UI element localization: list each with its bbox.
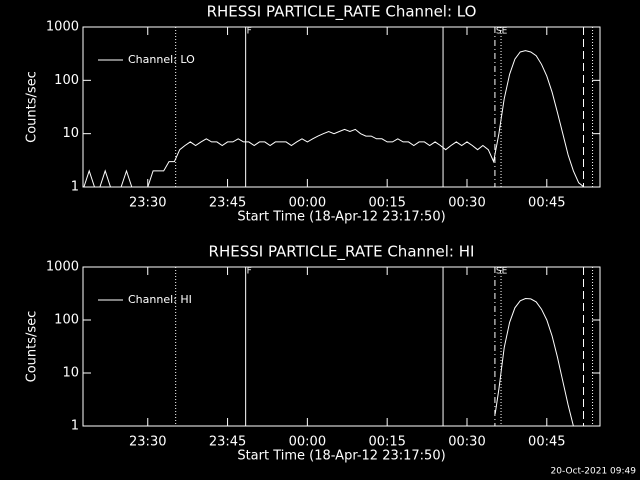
y-tick-label: 10 — [62, 366, 79, 381]
legend-label: Channel: HI — [128, 293, 192, 306]
x-tick-label: 00:00 — [289, 435, 326, 450]
event-label: F — [247, 27, 252, 37]
x-tick-label: 00:30 — [448, 196, 485, 211]
x-tick-label: 23:30 — [129, 196, 166, 211]
x-tick-label: 00:45 — [528, 196, 565, 211]
event-label: F — [247, 267, 252, 277]
y-axis-title: Counts/sec — [25, 311, 40, 383]
x-tick-label: 23:30 — [129, 435, 166, 450]
series-line — [83, 50, 585, 188]
x-axis-title: Start Time (18-Apr-12 23:17:50) — [237, 210, 445, 225]
chart-title: RHESSI PARTICLE_RATE Channel: LO — [207, 3, 477, 22]
y-tick-label: 100 — [54, 73, 79, 88]
y-tick-label: 1 — [71, 180, 79, 195]
footer: 20-Oct-2021 09:49 — [551, 467, 637, 477]
event-label: SE — [496, 27, 508, 37]
series-line — [494, 297, 574, 427]
x-tick-label: 23:45 — [209, 435, 246, 450]
x-tick-label: 00:15 — [368, 435, 405, 450]
x-tick-label: 23:45 — [209, 196, 246, 211]
y-axis-title: Counts/sec — [25, 71, 40, 143]
plot-frame — [82, 266, 601, 427]
y-tick-label: 1000 — [46, 260, 79, 275]
x-tick-label: 00:00 — [289, 196, 326, 211]
y-tick-label: 1 — [71, 419, 79, 434]
legend-label: Channel: LO — [128, 53, 195, 66]
y-tick-label: 1000 — [46, 20, 79, 35]
plot-frame — [82, 26, 601, 188]
x-axis-title: Start Time (18-Apr-12 23:17:50) — [237, 449, 445, 464]
x-tick-label: 00:45 — [528, 435, 565, 450]
y-tick-label: 10 — [62, 126, 79, 141]
x-tick-label: 00:30 — [448, 435, 485, 450]
chart-title: RHESSI PARTICLE_RATE Channel: HI — [209, 243, 475, 262]
event-label: SE — [496, 267, 508, 277]
x-tick-label: 00:15 — [368, 196, 405, 211]
y-tick-label: 100 — [54, 313, 79, 328]
